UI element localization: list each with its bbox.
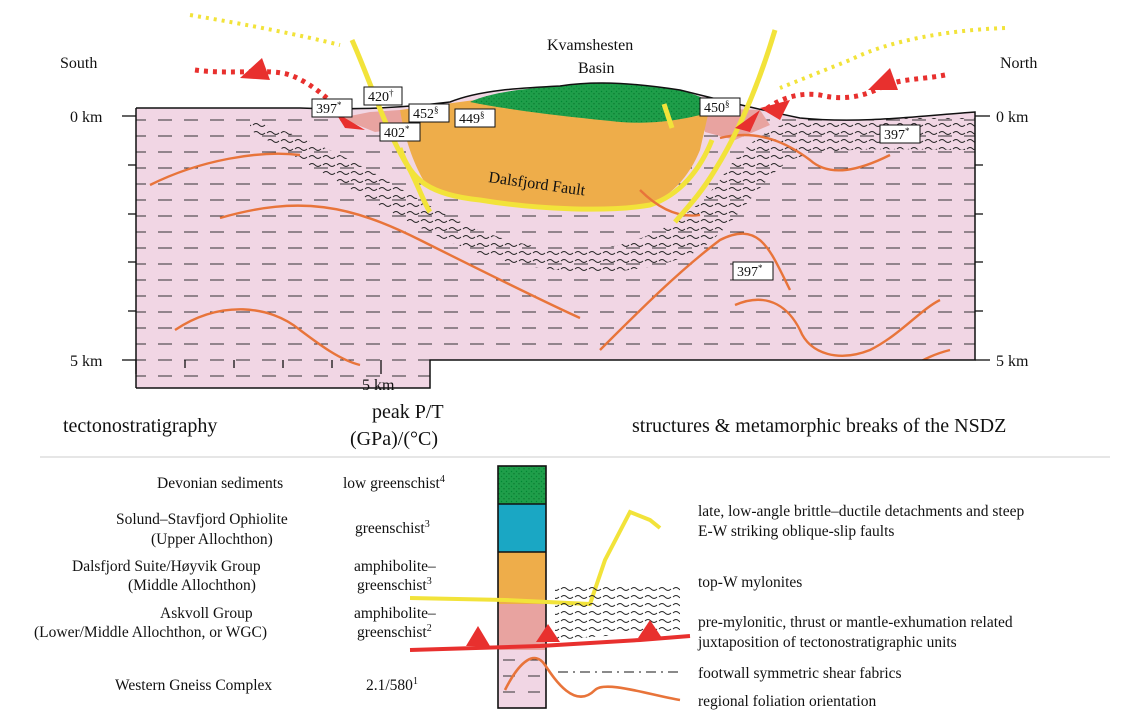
unit-peak-pt: greenschist3 xyxy=(357,576,432,594)
unit-peak-pt: greenschist3 xyxy=(355,519,430,537)
unit-name: Dalsfjord Suite/Høyvik Group xyxy=(72,558,261,575)
unit-peak-pt: 2.1/5801 xyxy=(366,676,418,694)
unit-peak-pt: greenschist2 xyxy=(357,623,432,641)
depth-ticks-right xyxy=(975,115,990,361)
age-box: 402* xyxy=(379,122,421,142)
structure-label: regional foliation orientation xyxy=(698,693,876,710)
unit-peak-pt: low greenschist4 xyxy=(343,474,445,492)
scale-bar-ticks xyxy=(135,360,382,374)
depth-0-right: 0 km xyxy=(996,109,1029,126)
thrust-teeth xyxy=(466,620,662,646)
structure-label: top-W mylonites xyxy=(698,574,802,591)
depth-0-left: 0 km xyxy=(70,109,103,126)
structures-header: structures & metamorphic breaks of the N… xyxy=(632,415,1006,437)
svg-text:420†: 420† xyxy=(368,88,394,105)
unit-swatch-askvoll xyxy=(498,604,546,650)
age-box: 449§ xyxy=(454,108,496,128)
mylonite-symbol xyxy=(555,585,680,640)
age-box: 397* xyxy=(311,98,353,118)
structure-symbols xyxy=(409,509,691,702)
svg-text:397*: 397* xyxy=(737,263,763,280)
tectonostratigraphy-header: tectonostratigraphy xyxy=(63,415,217,437)
scale-label: 5 km xyxy=(362,377,395,394)
thrust-symbol xyxy=(409,634,691,652)
thrust-arrows xyxy=(194,67,946,117)
svg-text:452§: 452§ xyxy=(413,105,439,122)
peak-pt-header-line2: (GPa)/(°C) xyxy=(350,428,438,450)
unit-peak-pt: amphibolite– xyxy=(354,605,436,622)
foliation-symbol xyxy=(503,656,681,702)
depth-5-left: 5 km xyxy=(70,353,103,370)
age-box: 397* xyxy=(732,261,774,281)
unit-peak-pt: amphibolite– xyxy=(354,558,436,575)
svg-text:450§: 450§ xyxy=(704,99,730,116)
unit-swatch-ophiolite xyxy=(498,504,546,552)
depth-5-right: 5 km xyxy=(996,353,1029,370)
basin-label-line2: Basin xyxy=(578,60,614,77)
age-box: 420† xyxy=(363,86,403,106)
age-box: 450§ xyxy=(699,97,741,117)
unit-name: Devonian sediments xyxy=(157,475,283,492)
detachment-arrows xyxy=(189,13,1006,90)
unit-name: (Upper Allochthon) xyxy=(151,531,273,548)
structure-label: late, low-angle brittle–ductile detachme… xyxy=(698,503,1024,520)
unit-swatch-devonian xyxy=(498,466,546,504)
devonian-basin xyxy=(470,83,720,123)
unit-name: (Lower/Middle Allochthon, or WGC) xyxy=(34,624,267,641)
age-box: 452§ xyxy=(408,103,450,123)
south-label: South xyxy=(60,55,97,72)
north-label: North xyxy=(1000,55,1037,72)
cross-section: South North Kvamshesten Basin Dalsfjord … xyxy=(60,13,1037,394)
svg-text:449§: 449§ xyxy=(459,110,485,127)
depth-ticks-left xyxy=(122,115,136,361)
unit-name: Solund–Stavfjord Ophiolite xyxy=(116,511,288,528)
structure-label: juxtaposition of tectonostratigraphic un… xyxy=(697,634,957,651)
unit-name: Western Gneiss Complex xyxy=(115,677,272,694)
peak-pt-header-line1: peak P/T xyxy=(372,401,444,423)
structure-label: pre-mylonitic, thrust or mantle-exhumati… xyxy=(698,614,1013,631)
svg-text:397*: 397* xyxy=(316,100,342,117)
unit-name: Askvoll Group xyxy=(160,605,253,622)
steep-faults xyxy=(349,29,778,224)
dalsfjord-fault xyxy=(397,139,715,212)
stratigraphic-column xyxy=(497,465,547,709)
unit-name: (Middle Allochthon) xyxy=(128,577,256,594)
detachment-symbol xyxy=(409,509,662,607)
structure-label: footwall symmetric shear fabrics xyxy=(698,665,902,682)
svg-text:397*: 397* xyxy=(884,126,910,143)
mylonite-zone xyxy=(250,118,975,272)
structure-label: E-W striking oblique-slip faults xyxy=(698,523,894,540)
unit-swatch-dalsfjord xyxy=(498,552,546,604)
age-box: 397* xyxy=(879,124,921,144)
svg-text:402*: 402* xyxy=(384,124,410,141)
basin-label-line1: Kvamshesten xyxy=(547,37,633,54)
